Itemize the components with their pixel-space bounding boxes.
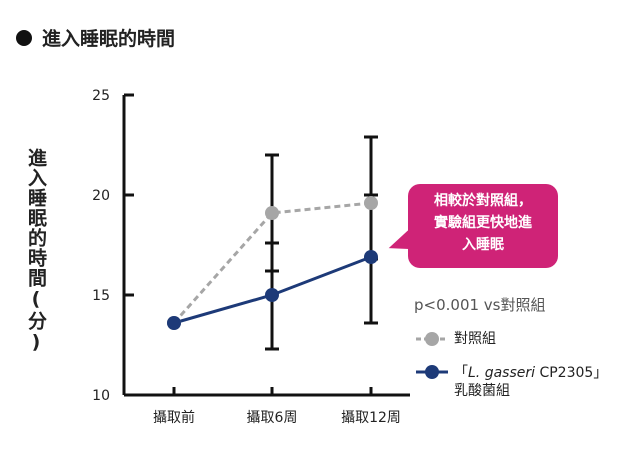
legend-swatch-control-marker xyxy=(425,332,439,346)
y-axis-label: 進入睡眠的時間(分) xyxy=(25,148,47,354)
data-point-treatment xyxy=(364,250,378,264)
callout-box: 相較於對照組， 實驗組更快地進 入睡眠 xyxy=(408,184,558,268)
y-tick-label: 25 xyxy=(92,88,110,104)
y-tick-label: 15 xyxy=(92,288,110,304)
callout-line-1: 相較於對照組， xyxy=(434,193,532,209)
data-point-control xyxy=(265,206,279,220)
y-tick-label: 20 xyxy=(92,188,110,204)
x-tick-label: 攝取12周 xyxy=(341,410,401,426)
data-point-treatment xyxy=(167,316,181,330)
x-tick-label: 攝取6周 xyxy=(247,410,298,426)
chart-title-row: 進入睡眠的時間 xyxy=(16,24,175,51)
legend-bracket-open: 「 xyxy=(454,365,468,381)
bullet-dot-icon xyxy=(16,29,32,46)
p-value-note: p<0.001 vs對照組 xyxy=(414,296,546,314)
callout-line-3: 入睡眠 xyxy=(462,237,504,253)
legend-strain: CP2305」 xyxy=(535,365,608,381)
legend-species: L. gasseri xyxy=(468,365,536,381)
legend-label-treatment-line2: 乳酸菌組 xyxy=(454,383,510,399)
legend-swatch-treatment-marker xyxy=(425,365,439,379)
callout-line-2: 實驗組更快地進 xyxy=(434,215,532,231)
legend-label-treatment-line1: 「L. gasseri CP2305」 xyxy=(454,364,607,382)
data-point-control xyxy=(364,196,378,210)
data-point-treatment xyxy=(265,288,279,302)
chart-title: 進入睡眠的時間 xyxy=(42,28,176,50)
x-tick-label: 攝取前 xyxy=(153,409,195,426)
legend-label-control: 對照組 xyxy=(454,331,496,347)
series-line-control xyxy=(172,201,372,324)
y-tick-label: 10 xyxy=(92,388,110,404)
